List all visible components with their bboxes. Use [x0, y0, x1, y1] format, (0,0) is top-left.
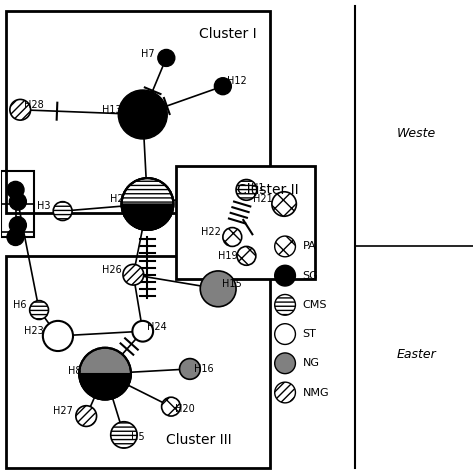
- Text: H12: H12: [227, 76, 247, 86]
- Circle shape: [7, 182, 24, 198]
- Circle shape: [118, 90, 167, 139]
- Text: H21: H21: [253, 194, 273, 204]
- Circle shape: [79, 348, 131, 400]
- Circle shape: [275, 382, 295, 403]
- Circle shape: [223, 228, 242, 246]
- Circle shape: [214, 78, 231, 95]
- Circle shape: [43, 321, 73, 351]
- Circle shape: [158, 49, 175, 66]
- Text: Easter: Easter: [396, 348, 436, 361]
- Circle shape: [275, 324, 295, 345]
- Circle shape: [10, 100, 31, 120]
- Text: H6: H6: [13, 301, 27, 310]
- Text: H23: H23: [25, 326, 44, 336]
- Text: H5: H5: [131, 432, 145, 442]
- Circle shape: [237, 246, 256, 265]
- Text: NG: NG: [302, 358, 319, 368]
- Text: H7: H7: [141, 49, 154, 59]
- Text: H24: H24: [147, 321, 167, 331]
- Text: Cluster III: Cluster III: [166, 433, 232, 447]
- Circle shape: [30, 301, 48, 319]
- Circle shape: [275, 294, 295, 315]
- FancyBboxPatch shape: [176, 166, 315, 279]
- Text: SG: SG: [302, 271, 318, 281]
- Circle shape: [76, 406, 97, 427]
- Text: Weste: Weste: [396, 127, 436, 140]
- Circle shape: [53, 201, 72, 220]
- Text: H19: H19: [218, 251, 237, 261]
- Circle shape: [9, 217, 27, 234]
- Text: H8: H8: [68, 366, 81, 376]
- Circle shape: [275, 265, 295, 286]
- Circle shape: [123, 264, 144, 285]
- Circle shape: [132, 321, 153, 342]
- Circle shape: [9, 193, 27, 210]
- Text: CMS: CMS: [302, 300, 327, 310]
- Circle shape: [272, 192, 296, 216]
- Text: ST: ST: [302, 329, 316, 339]
- Text: H15: H15: [222, 279, 242, 289]
- Circle shape: [7, 228, 24, 246]
- Text: H22: H22: [201, 228, 221, 237]
- Text: H16: H16: [194, 364, 214, 374]
- Text: H1: H1: [251, 182, 265, 192]
- Circle shape: [275, 353, 295, 374]
- Circle shape: [162, 397, 181, 416]
- Circle shape: [180, 358, 200, 379]
- Circle shape: [236, 180, 257, 200]
- Circle shape: [275, 236, 295, 257]
- Circle shape: [200, 271, 236, 307]
- Text: Cluster II: Cluster II: [237, 183, 299, 197]
- Circle shape: [111, 422, 137, 448]
- Text: H3: H3: [37, 201, 51, 211]
- Text: H2: H2: [110, 194, 124, 204]
- Text: PA: PA: [302, 241, 316, 251]
- Text: H20: H20: [175, 404, 195, 414]
- Text: H28: H28: [25, 100, 44, 110]
- Circle shape: [121, 178, 173, 230]
- Text: H26: H26: [102, 265, 122, 275]
- Text: H13: H13: [102, 105, 122, 115]
- Text: NMG: NMG: [302, 388, 329, 398]
- Polygon shape: [79, 374, 131, 400]
- Polygon shape: [121, 204, 173, 230]
- Text: H27: H27: [53, 406, 73, 416]
- Text: Cluster I: Cluster I: [199, 27, 257, 41]
